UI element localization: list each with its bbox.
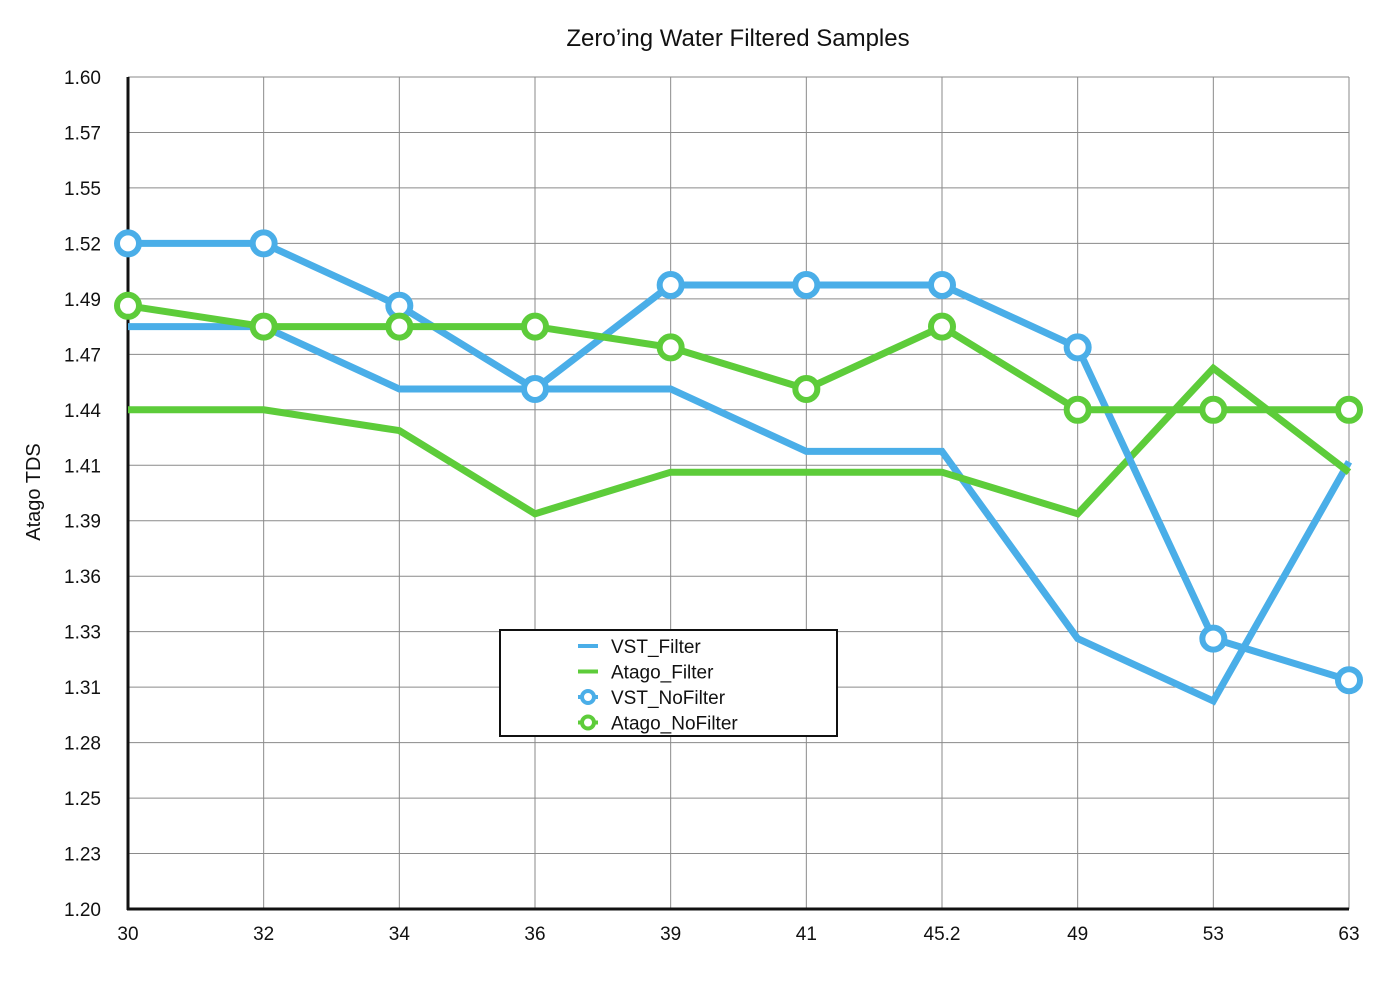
x-tick-label: 32 xyxy=(253,924,274,945)
legend-label-atago-nofilter: Atago_NoFilter xyxy=(611,714,738,735)
data-point-vst-nofilter xyxy=(521,375,549,403)
series-line-vst-filter xyxy=(128,323,1353,706)
y-tick-label: 1.39 xyxy=(64,512,101,533)
data-point-atago-nofilter xyxy=(1335,395,1363,424)
data-point-vst-nofilter xyxy=(656,271,685,299)
x-tick-label: 63 xyxy=(1338,924,1359,945)
x-tick-label: 53 xyxy=(1203,924,1224,945)
data-point-vst-nofilter xyxy=(1063,333,1092,362)
y-tick-label: 1.20 xyxy=(64,900,101,921)
data-point-vst-nofilter xyxy=(114,229,142,258)
x-tick-label: 34 xyxy=(389,924,411,945)
y-tick-label: 1.31 xyxy=(64,678,101,699)
y-tick-label: 1.33 xyxy=(64,623,101,644)
x-tick-label: 39 xyxy=(660,924,681,945)
y-tick-label: 1.36 xyxy=(64,567,101,588)
data-point-atago-nofilter xyxy=(521,312,549,341)
y-tick-labels: 1.20 1.23 1.25 1.28 1.31 1.33 1.36 1.39 1.41 1.44… xyxy=(64,68,101,921)
legend-label-vst-filter: VST_Filter xyxy=(611,637,701,658)
y-tick-label: 1.55 xyxy=(64,179,101,200)
data-point-vst-nofilter xyxy=(928,271,956,299)
legend-label-atago-filter: Atago_Filter xyxy=(611,663,714,684)
series-layer xyxy=(114,229,1363,706)
data-point-vst-nofilter xyxy=(1199,624,1228,653)
x-tick-label: 45.2 xyxy=(924,924,961,945)
data-point-atago-nofilter xyxy=(385,312,414,341)
data-point-atago-nofilter xyxy=(928,312,956,341)
x-tick-label: 41 xyxy=(796,924,817,945)
series-line-vst-nofilter xyxy=(128,239,1351,684)
axes xyxy=(126,77,1349,911)
series-line-atago-nofilter xyxy=(127,302,1349,414)
y-tick-label: 1.41 xyxy=(64,456,101,477)
legend-marker-vst-nofilter xyxy=(580,689,596,705)
legend: VST_Filter Atago_Filter VST_NoFilter Atago_… xyxy=(499,629,838,737)
y-tick-label: 1.44 xyxy=(64,401,101,422)
x-tick-label: 30 xyxy=(117,924,138,945)
x-tick-label: 49 xyxy=(1067,924,1088,945)
data-point-atago-nofilter xyxy=(656,333,685,362)
y-tick-label: 1.49 xyxy=(64,290,101,311)
y-tick-label: 1.57 xyxy=(64,123,101,144)
data-point-atago-nofilter xyxy=(114,291,142,320)
data-point-vst-nofilter xyxy=(792,271,821,299)
y-tick-label: 1.52 xyxy=(64,234,101,255)
series-line-atago-filter xyxy=(128,363,1352,518)
y-axis-label: Atago TDS xyxy=(23,443,45,540)
data-point-atago-nofilter xyxy=(1199,395,1228,424)
y-tick-label: 1.60 xyxy=(64,68,101,89)
legend-box xyxy=(499,629,838,737)
legend-label-vst-nofilter: VST_NoFilter xyxy=(611,688,726,709)
data-point-vst-nofilter xyxy=(249,229,278,258)
data-point-atago-nofilter xyxy=(1063,395,1092,424)
x-tick-label: 36 xyxy=(524,924,545,945)
data-point-atago-nofilter xyxy=(792,375,821,403)
gridlines xyxy=(128,76,1350,909)
legend-marker-atago-nofilter xyxy=(580,714,596,731)
y-tick-label: 1.28 xyxy=(64,734,101,755)
data-point-atago-nofilter xyxy=(249,312,278,341)
y-tick-label: 1.25 xyxy=(64,789,101,810)
data-point-vst-nofilter xyxy=(1335,666,1363,695)
y-tick-label: 1.47 xyxy=(64,345,101,366)
y-tick-label: 1.23 xyxy=(64,845,101,866)
x-tick-labels: 30 32 34 36 39 41 45.2 49 53 63 xyxy=(117,924,1359,945)
chart-title: Zero’ing Water Filtered Samples xyxy=(566,25,909,52)
